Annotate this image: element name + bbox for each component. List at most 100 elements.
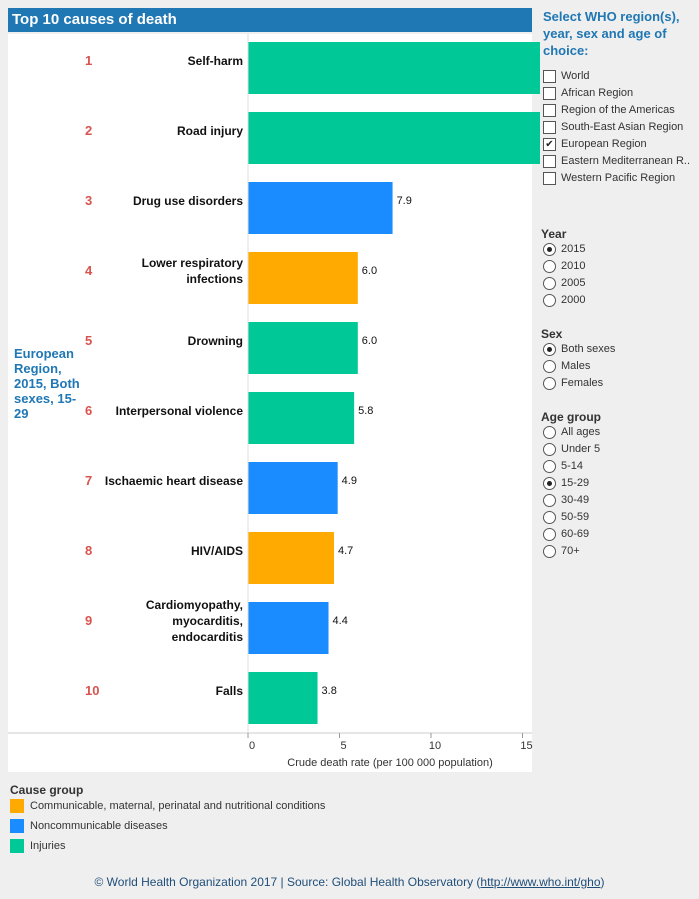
option-label: Under 5 — [561, 443, 601, 455]
option-label: 60-69 — [561, 528, 590, 540]
bar-1 — [248, 42, 540, 94]
radio-button[interactable] — [543, 294, 556, 307]
category-label: Falls — [216, 684, 244, 698]
sex-group-title: Sex — [541, 327, 563, 341]
rank-label: 4 — [85, 263, 93, 278]
radio-button[interactable] — [543, 477, 556, 490]
legend-swatch — [10, 819, 24, 833]
radio-button[interactable] — [543, 494, 556, 507]
rank-label: 9 — [85, 613, 92, 628]
legend-swatch — [10, 799, 24, 813]
option-label: South-East Asian Region — [561, 121, 684, 133]
bar-10 — [248, 672, 318, 724]
bar-value-label: 4.7 — [338, 545, 353, 557]
bar-2 — [248, 112, 540, 164]
footer-link[interactable]: http://www.who.int/gho — [480, 875, 601, 889]
bar-9 — [248, 602, 329, 654]
category-label: HIV/AIDS — [191, 544, 243, 558]
checkbox[interactable] — [543, 155, 556, 168]
category-label: Lower respiratory infections — [142, 256, 244, 286]
option-label: European Region — [561, 138, 647, 150]
bar-value-label: 6.0 — [362, 265, 377, 277]
checkbox[interactable] — [543, 87, 556, 100]
bar-value-label: 3.8 — [322, 685, 337, 697]
radio-button[interactable] — [543, 343, 556, 356]
category-label: Cardiomyopathy, myocarditis, endocarditis — [146, 598, 243, 644]
x-tick-label: 5 — [340, 740, 346, 752]
bar-value-label: 7.9 — [397, 195, 412, 207]
year-group-title: Year — [541, 227, 567, 241]
x-tick-label: 15 — [520, 740, 532, 752]
rank-label: 10 — [85, 683, 99, 698]
legend-label: Noncommunicable diseases — [30, 820, 168, 832]
option-label: All ages — [561, 426, 601, 438]
option-label: Region of the Americas — [561, 104, 675, 116]
checkbox[interactable] — [543, 172, 556, 185]
footer-text: © World Health Organization 2017 | Sourc… — [94, 875, 481, 889]
bar-4 — [248, 252, 358, 304]
rank-label: 5 — [85, 333, 92, 348]
category-label: Road injury — [177, 124, 243, 138]
bar-value-label: 6.0 — [362, 335, 377, 347]
option-label: 5-14 — [561, 460, 584, 472]
radio-button[interactable] — [543, 511, 556, 524]
category-label: Ischaemic heart disease — [105, 474, 243, 488]
radio-button[interactable] — [543, 460, 556, 473]
radio-button[interactable] — [543, 528, 556, 541]
x-tick-label: 10 — [429, 740, 441, 752]
option-label: 2010 — [561, 260, 586, 272]
radio-button[interactable] — [543, 260, 556, 273]
option-label: 2000 — [561, 294, 586, 306]
option-label: Females — [561, 377, 604, 389]
category-label: Drowning — [188, 334, 243, 348]
selector-title: Select WHO region(s), year, sex and age … — [543, 9, 680, 58]
category-label: Drug use disorders — [133, 194, 243, 208]
rank-label: 3 — [85, 193, 92, 208]
option-label: 15-29 — [561, 477, 590, 489]
checkbox[interactable]: ✔ — [543, 138, 556, 151]
bar-8 — [248, 532, 335, 584]
rank-label: 8 — [85, 543, 92, 558]
option-label: 30-49 — [561, 494, 590, 506]
bar-value-label: 4.9 — [342, 475, 357, 487]
checkbox[interactable] — [543, 104, 556, 117]
x-axis-label: Crude death rate (per 100 000 population… — [287, 757, 492, 769]
option-label: 50-59 — [561, 511, 590, 523]
option-label: Males — [561, 360, 591, 372]
radio-button[interactable] — [543, 377, 556, 390]
legend-title: Cause group — [10, 783, 84, 797]
footer-close: ) — [600, 875, 605, 889]
option-label: Eastern Mediterranean R.. — [561, 155, 691, 167]
radio-button[interactable] — [543, 545, 556, 558]
region-label: European Region, 2015, Both sexes, 15-29 — [14, 346, 80, 421]
checkbox[interactable] — [543, 121, 556, 134]
rank-label: 7 — [85, 473, 92, 488]
radio-button[interactable] — [543, 426, 556, 439]
radio-button[interactable] — [543, 360, 556, 373]
age-group-title: Age group — [541, 410, 601, 424]
bar-6 — [248, 392, 355, 444]
chart-title-bar: Top 10 causes of death — [8, 8, 532, 32]
option-label: 2005 — [561, 277, 586, 289]
rank-label: 2 — [85, 123, 92, 138]
option-label: Western Pacific Region — [561, 172, 676, 184]
legend-swatch — [10, 839, 24, 853]
radio-button[interactable] — [543, 443, 556, 456]
radio-button[interactable] — [543, 277, 556, 290]
rank-label: 6 — [85, 403, 92, 418]
bar-7 — [248, 462, 338, 514]
option-label: Both sexes — [561, 343, 616, 355]
category-label: Interpersonal violence — [116, 404, 244, 418]
bar-value-label: 5.8 — [358, 405, 373, 417]
radio-button[interactable] — [543, 243, 556, 256]
option-label: 70+ — [561, 545, 580, 557]
option-label: African Region — [561, 87, 634, 99]
option-label: World — [561, 70, 590, 82]
category-label: Self-harm — [188, 54, 243, 68]
chart-title: Top 10 causes of death — [12, 11, 177, 28]
checkbox[interactable] — [543, 70, 556, 83]
legend-label: Communicable, maternal, perinatal and nu… — [30, 800, 326, 812]
rank-label: 1 — [85, 53, 92, 68]
x-tick-label: 0 — [249, 740, 255, 752]
bar-3 — [248, 182, 393, 234]
